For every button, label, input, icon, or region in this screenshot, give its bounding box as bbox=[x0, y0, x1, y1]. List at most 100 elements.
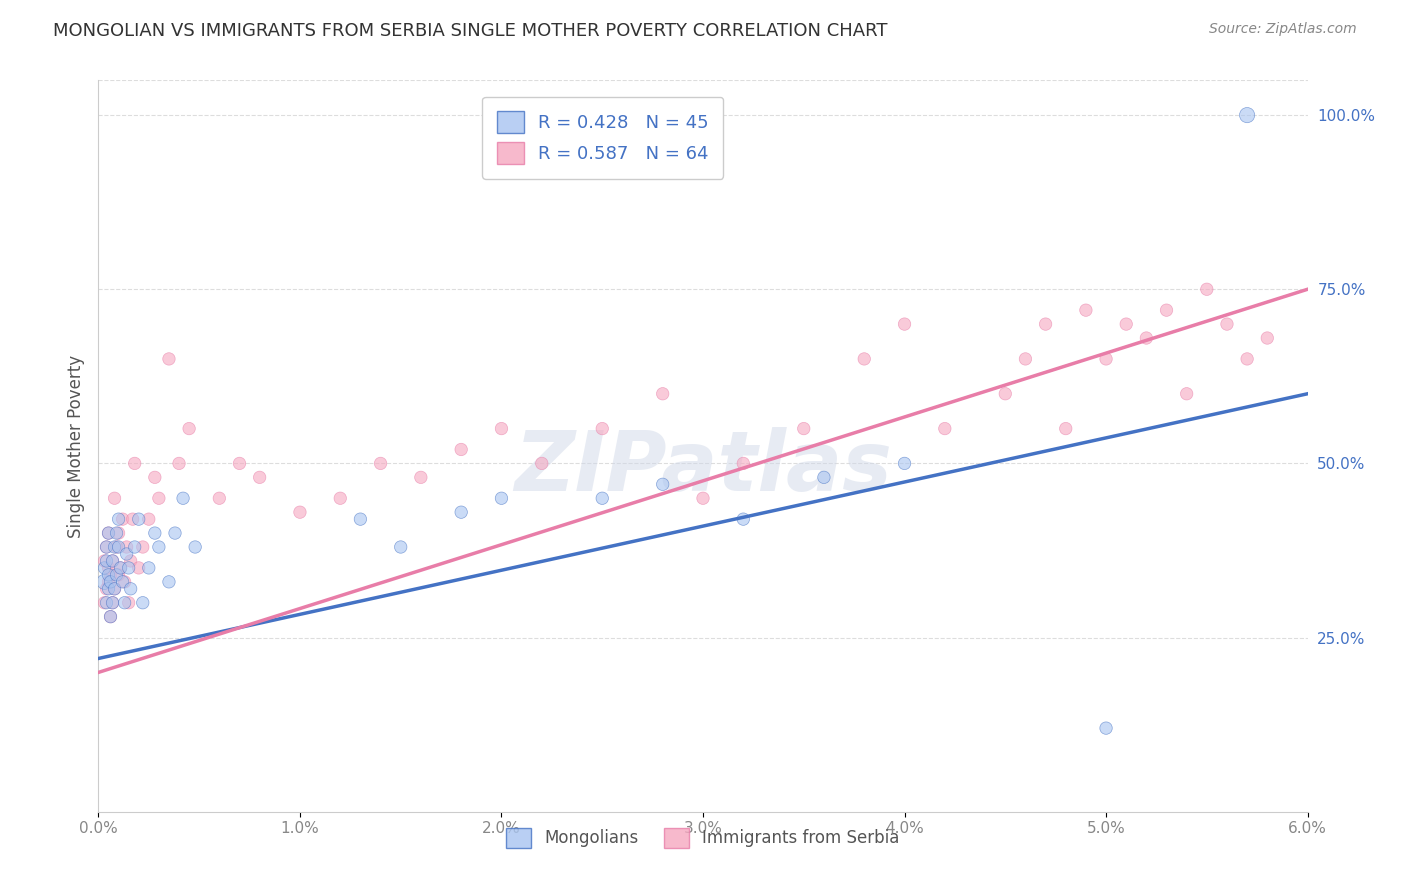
Point bbox=[491, 491, 513, 506]
Point bbox=[105, 567, 128, 582]
Point bbox=[111, 574, 134, 589]
Point bbox=[1256, 331, 1278, 345]
Point bbox=[934, 421, 956, 435]
Point bbox=[450, 505, 472, 519]
Point bbox=[148, 491, 170, 506]
Point bbox=[110, 561, 132, 575]
Point bbox=[1054, 421, 1077, 435]
Point bbox=[97, 561, 120, 575]
Point bbox=[409, 470, 432, 484]
Point bbox=[249, 470, 271, 484]
Point bbox=[138, 561, 160, 575]
Point bbox=[121, 512, 143, 526]
Point bbox=[157, 574, 180, 589]
Point bbox=[651, 386, 673, 401]
Point bbox=[103, 582, 125, 596]
Point bbox=[1236, 351, 1258, 366]
Point bbox=[793, 421, 815, 435]
Point bbox=[1135, 331, 1157, 345]
Legend: Mongolians, Immigrants from Serbia: Mongolians, Immigrants from Serbia bbox=[499, 821, 907, 855]
Text: MONGOLIAN VS IMMIGRANTS FROM SERBIA SINGLE MOTHER POVERTY CORRELATION CHART: MONGOLIAN VS IMMIGRANTS FROM SERBIA SING… bbox=[53, 22, 889, 40]
Point bbox=[101, 596, 124, 610]
Point bbox=[96, 540, 118, 554]
Point bbox=[93, 554, 115, 568]
Point bbox=[110, 561, 132, 575]
Point bbox=[93, 561, 115, 575]
Point bbox=[111, 512, 134, 526]
Point bbox=[115, 540, 138, 554]
Point bbox=[1095, 351, 1118, 366]
Point bbox=[853, 351, 876, 366]
Point bbox=[1195, 282, 1218, 296]
Point bbox=[101, 554, 124, 568]
Point bbox=[733, 457, 755, 471]
Point bbox=[96, 554, 118, 568]
Point bbox=[128, 561, 150, 575]
Point bbox=[733, 512, 755, 526]
Point bbox=[172, 491, 194, 506]
Point bbox=[1175, 386, 1198, 401]
Point bbox=[93, 596, 115, 610]
Point bbox=[132, 540, 155, 554]
Point bbox=[893, 317, 915, 331]
Point bbox=[120, 554, 142, 568]
Point bbox=[101, 596, 124, 610]
Point bbox=[100, 574, 122, 589]
Point bbox=[118, 596, 141, 610]
Point bbox=[370, 457, 392, 471]
Point bbox=[591, 421, 613, 435]
Point bbox=[115, 547, 138, 561]
Point bbox=[1156, 303, 1178, 318]
Point bbox=[124, 540, 146, 554]
Point bbox=[163, 526, 186, 541]
Y-axis label: Single Mother Poverty: Single Mother Poverty bbox=[66, 354, 84, 538]
Point bbox=[228, 457, 250, 471]
Point bbox=[124, 457, 146, 471]
Point bbox=[107, 512, 129, 526]
Point bbox=[1216, 317, 1239, 331]
Text: Source: ZipAtlas.com: Source: ZipAtlas.com bbox=[1209, 22, 1357, 37]
Point bbox=[288, 505, 311, 519]
Point bbox=[101, 554, 124, 568]
Point bbox=[107, 526, 129, 541]
Point bbox=[97, 567, 120, 582]
Point bbox=[100, 609, 122, 624]
Point bbox=[1095, 721, 1118, 735]
Point bbox=[1236, 108, 1258, 122]
Point bbox=[994, 386, 1017, 401]
Point bbox=[813, 470, 835, 484]
Point bbox=[591, 491, 613, 506]
Point bbox=[107, 567, 129, 582]
Point bbox=[1014, 351, 1036, 366]
Point bbox=[167, 457, 190, 471]
Point bbox=[105, 540, 128, 554]
Point bbox=[103, 582, 125, 596]
Point bbox=[128, 512, 150, 526]
Point bbox=[103, 540, 125, 554]
Point bbox=[143, 526, 166, 541]
Point bbox=[349, 512, 371, 526]
Point bbox=[143, 470, 166, 484]
Point bbox=[138, 512, 160, 526]
Point bbox=[651, 477, 673, 491]
Point bbox=[114, 574, 136, 589]
Point bbox=[120, 582, 142, 596]
Point bbox=[491, 421, 513, 435]
Point bbox=[692, 491, 714, 506]
Point bbox=[389, 540, 412, 554]
Point bbox=[1074, 303, 1097, 318]
Point bbox=[114, 596, 136, 610]
Point bbox=[105, 526, 128, 541]
Point bbox=[450, 442, 472, 457]
Point bbox=[148, 540, 170, 554]
Point bbox=[96, 596, 118, 610]
Point bbox=[893, 457, 915, 471]
Point bbox=[96, 540, 118, 554]
Point bbox=[97, 526, 120, 541]
Point bbox=[103, 491, 125, 506]
Text: ZIPatlas: ZIPatlas bbox=[515, 427, 891, 508]
Point bbox=[118, 561, 141, 575]
Point bbox=[97, 526, 120, 541]
Point bbox=[132, 596, 155, 610]
Point bbox=[530, 457, 553, 471]
